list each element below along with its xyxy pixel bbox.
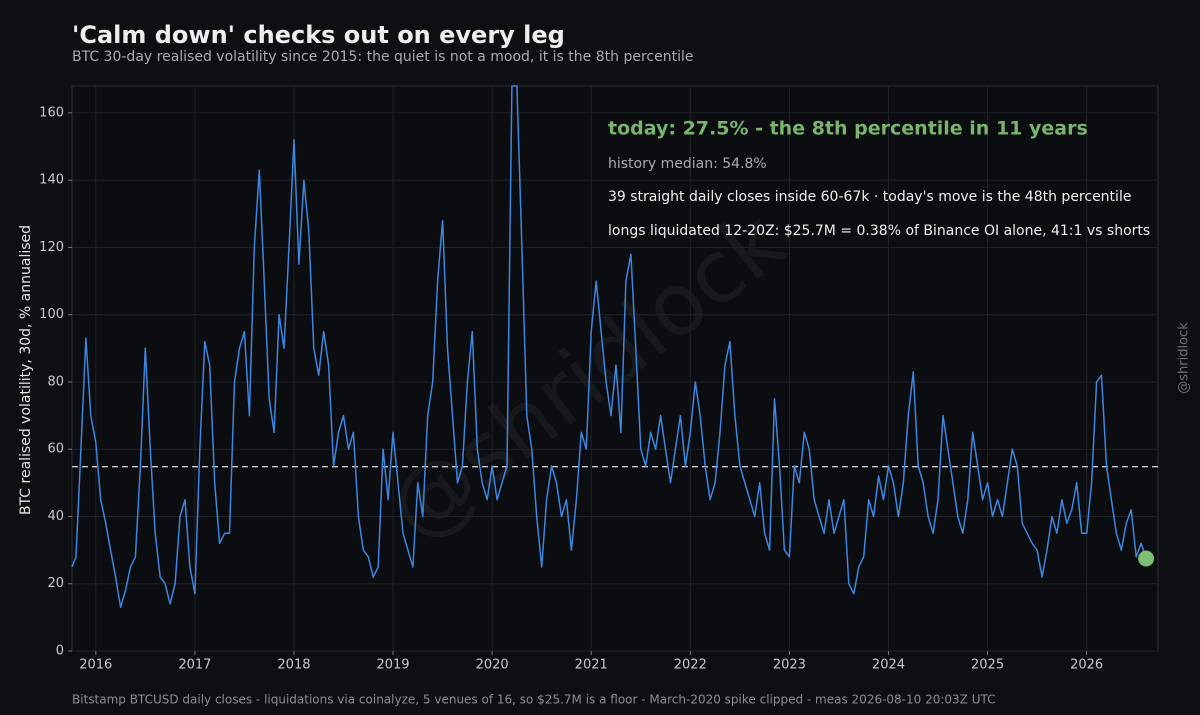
chart-title: 'Calm down' checks out on every leg (72, 21, 565, 49)
y-tick-label: 80 (47, 374, 64, 389)
y-tick-label: 160 (39, 105, 64, 120)
annotation: 39 straight daily closes inside 60-67k ·… (608, 189, 1131, 205)
y-tick-label: 0 (56, 644, 64, 659)
y-tick-label: 20 (47, 576, 64, 591)
chart-subtitle: BTC 30-day realised volatility since 201… (72, 49, 693, 65)
x-tick-label: 2022 (674, 658, 707, 673)
x-tick-label: 2017 (178, 658, 211, 673)
y-tick-label: 120 (39, 240, 64, 255)
x-tick-label: 2018 (277, 658, 310, 673)
x-tick-label: 2024 (872, 658, 905, 673)
footer: Bitstamp BTCUSD daily closes - liquidati… (72, 693, 996, 707)
x-tick-label: 2025 (971, 658, 1004, 673)
annotation: longs liquidated 12-20Z: $25.7M = 0.38% … (608, 223, 1150, 239)
today-dot (1138, 550, 1155, 567)
annotation-headline: today: 27.5% - the 8th percentile in 11 … (608, 118, 1088, 140)
y-tick-label: 40 (47, 509, 64, 524)
x-tick-label: 2023 (773, 658, 806, 673)
x-tick-label: 2021 (575, 658, 608, 673)
y-axis-label: BTC realised volatility, 30d, % annualis… (18, 225, 34, 515)
y-tick-label: 100 (39, 307, 64, 322)
x-tick-label: 2020 (476, 658, 509, 673)
series-line (71, 85, 1147, 609)
side-label: @shridlock (1177, 322, 1192, 394)
x-tick-label: 2016 (79, 658, 112, 673)
x-tick-label: 2026 (1070, 658, 1103, 673)
y-tick-label: 60 (47, 442, 64, 457)
x-tick-label: 2019 (376, 658, 409, 673)
annotation: history median: 54.8% (608, 156, 767, 172)
y-tick-label: 140 (39, 173, 64, 188)
